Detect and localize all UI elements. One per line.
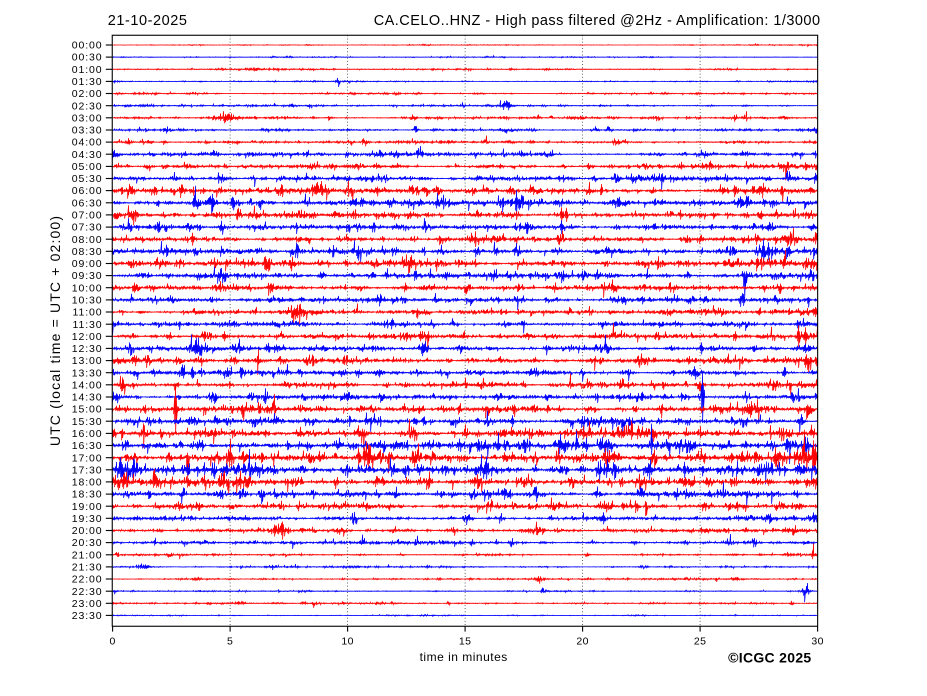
svg-text:time in minutes: time in minutes bbox=[420, 650, 508, 664]
svg-text:02:30: 02:30 bbox=[72, 100, 103, 112]
svg-text:09:00: 09:00 bbox=[72, 258, 103, 270]
svg-text:02:00: 02:00 bbox=[72, 88, 103, 100]
svg-text:17:30: 17:30 bbox=[72, 464, 103, 476]
svg-text:30: 30 bbox=[811, 636, 823, 648]
svg-text:12:30: 12:30 bbox=[72, 343, 103, 355]
svg-text:04:30: 04:30 bbox=[72, 149, 103, 161]
svg-text:CA.CELO..HNZ - High pass filte: CA.CELO..HNZ - High pass filtered @2Hz -… bbox=[374, 13, 821, 29]
svg-text:01:30: 01:30 bbox=[72, 76, 103, 88]
svg-text:14:30: 14:30 bbox=[72, 392, 103, 404]
svg-text:08:30: 08:30 bbox=[72, 246, 103, 258]
svg-text:©ICGC 2025: ©ICGC 2025 bbox=[728, 650, 811, 666]
svg-text:21:30: 21:30 bbox=[72, 562, 103, 574]
svg-text:11:30: 11:30 bbox=[73, 319, 103, 331]
svg-text:10: 10 bbox=[341, 636, 353, 648]
svg-text:03:00: 03:00 bbox=[72, 112, 103, 124]
svg-text:01:00: 01:00 bbox=[72, 64, 103, 76]
svg-text:06:00: 06:00 bbox=[72, 185, 103, 197]
svg-text:11:00: 11:00 bbox=[73, 307, 103, 319]
svg-text:19:30: 19:30 bbox=[72, 513, 103, 525]
svg-text:5: 5 bbox=[227, 636, 233, 648]
svg-text:19:00: 19:00 bbox=[72, 501, 103, 513]
svg-text:15:30: 15:30 bbox=[72, 416, 103, 428]
svg-text:05:00: 05:00 bbox=[72, 161, 103, 173]
svg-text:17:00: 17:00 bbox=[72, 452, 103, 464]
svg-text:18:00: 18:00 bbox=[72, 477, 103, 489]
svg-text:07:00: 07:00 bbox=[72, 210, 103, 222]
svg-text:16:00: 16:00 bbox=[72, 428, 103, 440]
svg-text:UTC (local time = UTC + 02:00): UTC (local time = UTC + 02:00) bbox=[47, 215, 63, 446]
svg-text:10:00: 10:00 bbox=[72, 282, 103, 294]
svg-text:09:30: 09:30 bbox=[72, 270, 103, 282]
svg-text:15:00: 15:00 bbox=[72, 404, 103, 416]
svg-text:08:00: 08:00 bbox=[72, 234, 103, 246]
svg-text:07:30: 07:30 bbox=[72, 222, 103, 234]
svg-text:06:30: 06:30 bbox=[72, 197, 103, 209]
svg-text:18:30: 18:30 bbox=[72, 489, 103, 501]
svg-text:16:30: 16:30 bbox=[72, 440, 103, 452]
svg-text:23:30: 23:30 bbox=[72, 610, 103, 622]
svg-text:0: 0 bbox=[109, 636, 115, 648]
svg-text:05:30: 05:30 bbox=[72, 173, 103, 185]
svg-text:21:00: 21:00 bbox=[72, 549, 103, 561]
svg-text:22:00: 22:00 bbox=[72, 574, 103, 586]
svg-text:21-10-2025: 21-10-2025 bbox=[108, 13, 188, 29]
svg-text:20:00: 20:00 bbox=[72, 525, 103, 537]
svg-text:04:00: 04:00 bbox=[72, 137, 103, 149]
svg-text:10:30: 10:30 bbox=[72, 295, 103, 307]
svg-text:23:00: 23:00 bbox=[72, 598, 103, 610]
svg-text:20:30: 20:30 bbox=[72, 537, 103, 549]
svg-text:00:00: 00:00 bbox=[72, 40, 103, 52]
svg-text:25: 25 bbox=[694, 636, 706, 648]
svg-text:13:30: 13:30 bbox=[72, 367, 103, 379]
svg-text:15: 15 bbox=[459, 636, 471, 648]
svg-text:22:30: 22:30 bbox=[72, 586, 103, 598]
svg-text:20: 20 bbox=[576, 636, 588, 648]
svg-text:12:00: 12:00 bbox=[72, 331, 103, 343]
svg-text:14:00: 14:00 bbox=[72, 379, 103, 391]
svg-text:00:30: 00:30 bbox=[72, 52, 103, 64]
svg-text:03:30: 03:30 bbox=[72, 125, 103, 137]
svg-text:13:00: 13:00 bbox=[72, 355, 103, 367]
